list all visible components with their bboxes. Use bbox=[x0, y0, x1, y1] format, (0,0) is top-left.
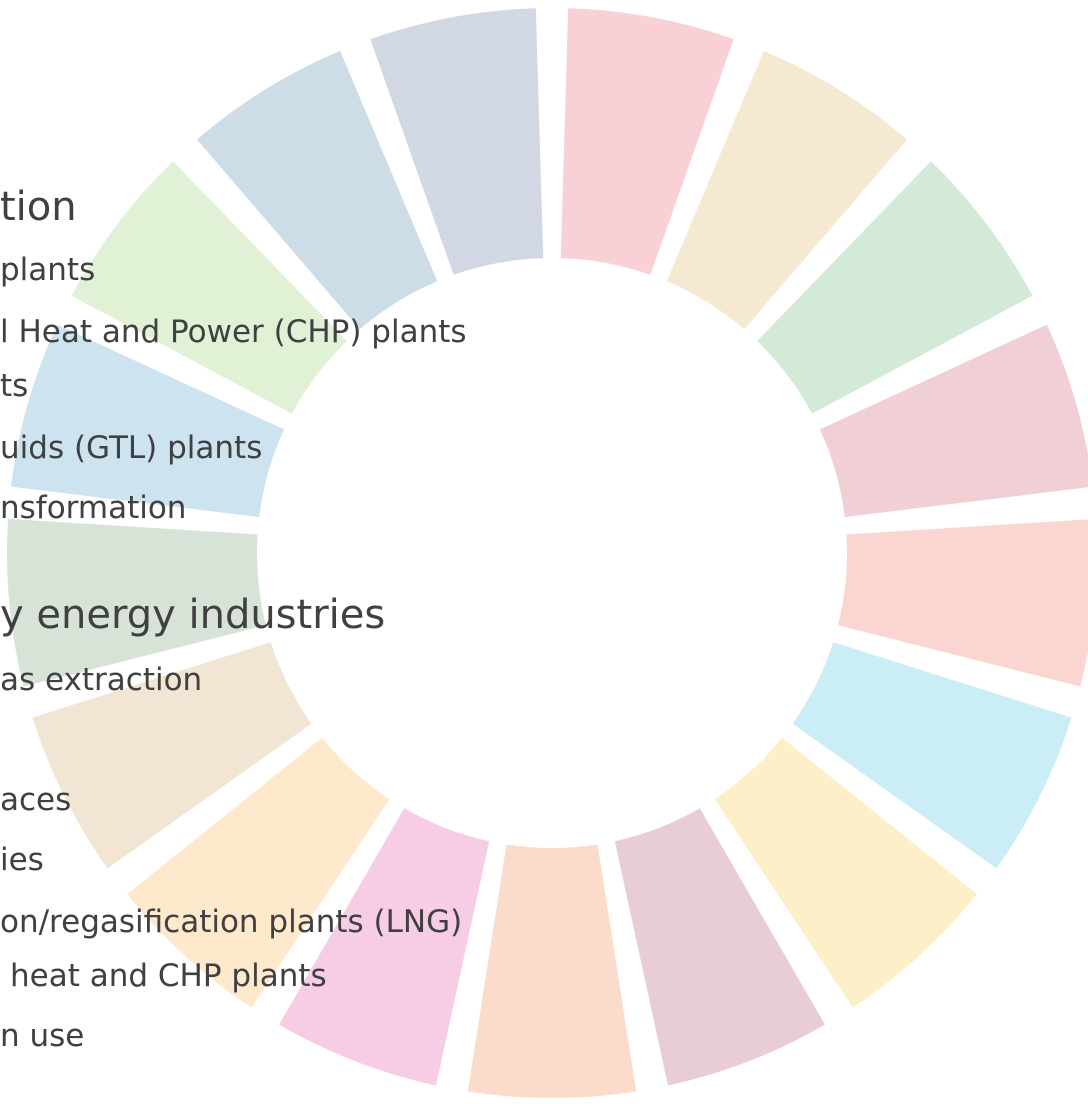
wheel-segment bbox=[127, 737, 390, 1008]
wheel-segment bbox=[757, 161, 1033, 414]
wheel-segment bbox=[560, 8, 734, 275]
wheel-segment bbox=[714, 737, 977, 1008]
item: as extraction bbox=[0, 662, 202, 698]
wheel-segment bbox=[666, 50, 908, 330]
wheel-segment bbox=[614, 808, 826, 1086]
wheel-segment bbox=[196, 50, 438, 330]
item: ts bbox=[0, 368, 28, 404]
wheel-segment bbox=[278, 808, 490, 1086]
item: n use bbox=[0, 1018, 84, 1054]
wheel-segment bbox=[819, 324, 1088, 518]
item: plants bbox=[0, 252, 95, 288]
wheel-segment bbox=[467, 844, 637, 1099]
item: uids (GTL) plants bbox=[0, 430, 262, 466]
wheel-segment bbox=[71, 161, 347, 414]
item: aces bbox=[0, 782, 71, 818]
wheel-segment bbox=[370, 8, 544, 275]
wheel-segment bbox=[838, 519, 1088, 687]
item: nsformation bbox=[0, 490, 186, 526]
item: on/regasification plants (LNG) bbox=[0, 904, 462, 940]
text-block: tion plants l Heat and Power (CHP) plant… bbox=[0, 184, 467, 1054]
item: l Heat and Power (CHP) plants bbox=[0, 314, 467, 350]
wheel bbox=[6, 8, 1088, 1099]
wheel-segment bbox=[32, 642, 312, 869]
heading: y energy industries bbox=[0, 592, 385, 638]
wheel-segment bbox=[6, 518, 266, 687]
heading: tion bbox=[0, 184, 77, 230]
item: ies bbox=[0, 842, 44, 878]
wheel-segment bbox=[11, 324, 285, 518]
item: heat and CHP plants bbox=[10, 958, 327, 994]
wheel-segment bbox=[792, 642, 1072, 869]
